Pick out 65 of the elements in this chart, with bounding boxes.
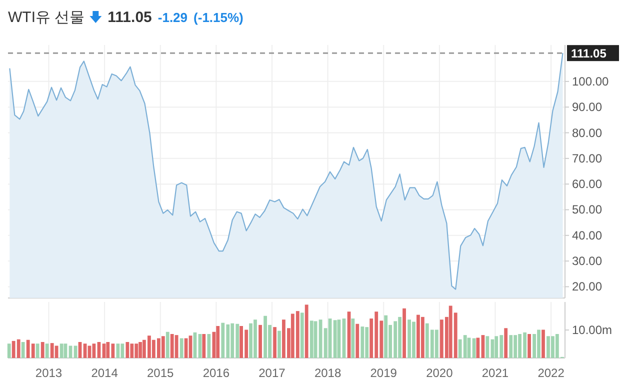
bar bbox=[509, 335, 513, 358]
bar bbox=[88, 346, 92, 358]
bar bbox=[60, 344, 64, 358]
bar bbox=[166, 332, 170, 358]
bar bbox=[207, 334, 211, 358]
bar bbox=[528, 334, 531, 358]
x-tick-label: 2020 bbox=[426, 366, 454, 380]
text: (-1.15%) bbox=[194, 10, 244, 25]
x-tick-label: 2021 bbox=[482, 366, 509, 380]
y-tick-label: 50.00 bbox=[572, 202, 602, 217]
y-tick-label: 90.00 bbox=[572, 100, 602, 114]
bar bbox=[351, 318, 355, 358]
y-tick-label: 70.00 bbox=[572, 151, 602, 166]
x-tick-label: 2016 bbox=[202, 366, 230, 380]
text: -1.29 bbox=[158, 10, 188, 25]
x-tick-label: 2015 bbox=[147, 366, 174, 380]
bar bbox=[356, 324, 360, 358]
y-tick-label: 100.00 bbox=[572, 74, 610, 88]
bar bbox=[174, 335, 178, 358]
bar bbox=[21, 342, 25, 358]
bar bbox=[300, 312, 304, 358]
y-tick-label: 80.00 bbox=[572, 126, 602, 140]
bar bbox=[333, 320, 337, 358]
y-tick-label: 20.00 bbox=[572, 280, 602, 294]
x-tick-label: 2013 bbox=[35, 366, 62, 380]
bar bbox=[542, 330, 545, 358]
bar bbox=[360, 326, 364, 358]
bar bbox=[258, 324, 262, 358]
x-tick-label: 2019 bbox=[370, 366, 398, 380]
chart-title: WTI유 선물 bbox=[8, 9, 85, 26]
bar bbox=[92, 344, 96, 358]
bar bbox=[504, 328, 508, 358]
bar bbox=[216, 326, 220, 358]
bar bbox=[74, 346, 78, 358]
bar bbox=[180, 338, 184, 358]
bar bbox=[126, 342, 130, 358]
bar bbox=[476, 338, 480, 358]
bar bbox=[434, 330, 438, 358]
bar bbox=[420, 316, 424, 358]
ref-line-label: 111.05 bbox=[571, 46, 607, 61]
bar bbox=[273, 327, 276, 358]
x-tick-label: 2018 bbox=[314, 366, 342, 380]
x-tick-label: 2017 bbox=[258, 366, 286, 380]
bar bbox=[36, 344, 40, 358]
bar bbox=[402, 308, 406, 358]
y-tick-label: 60.00 bbox=[572, 177, 602, 192]
bar bbox=[138, 342, 142, 358]
bar bbox=[310, 320, 314, 358]
text: 10.00m bbox=[572, 323, 612, 337]
x-tick-label: 2022 bbox=[538, 366, 565, 380]
bar bbox=[384, 315, 388, 358]
bar bbox=[68, 346, 72, 358]
bar bbox=[278, 330, 281, 358]
bar bbox=[7, 344, 11, 358]
bar bbox=[304, 304, 308, 358]
bar bbox=[40, 342, 44, 358]
bar bbox=[202, 334, 206, 358]
bar bbox=[45, 344, 49, 358]
x-tick-label: 2014 bbox=[91, 366, 118, 380]
y-tick-label: 30.00 bbox=[572, 254, 602, 268]
bar bbox=[161, 336, 165, 358]
text: 111.05 bbox=[108, 9, 152, 26]
bar bbox=[116, 344, 120, 358]
y-tick-label: 40.00 bbox=[572, 228, 602, 242]
bar bbox=[54, 346, 58, 358]
